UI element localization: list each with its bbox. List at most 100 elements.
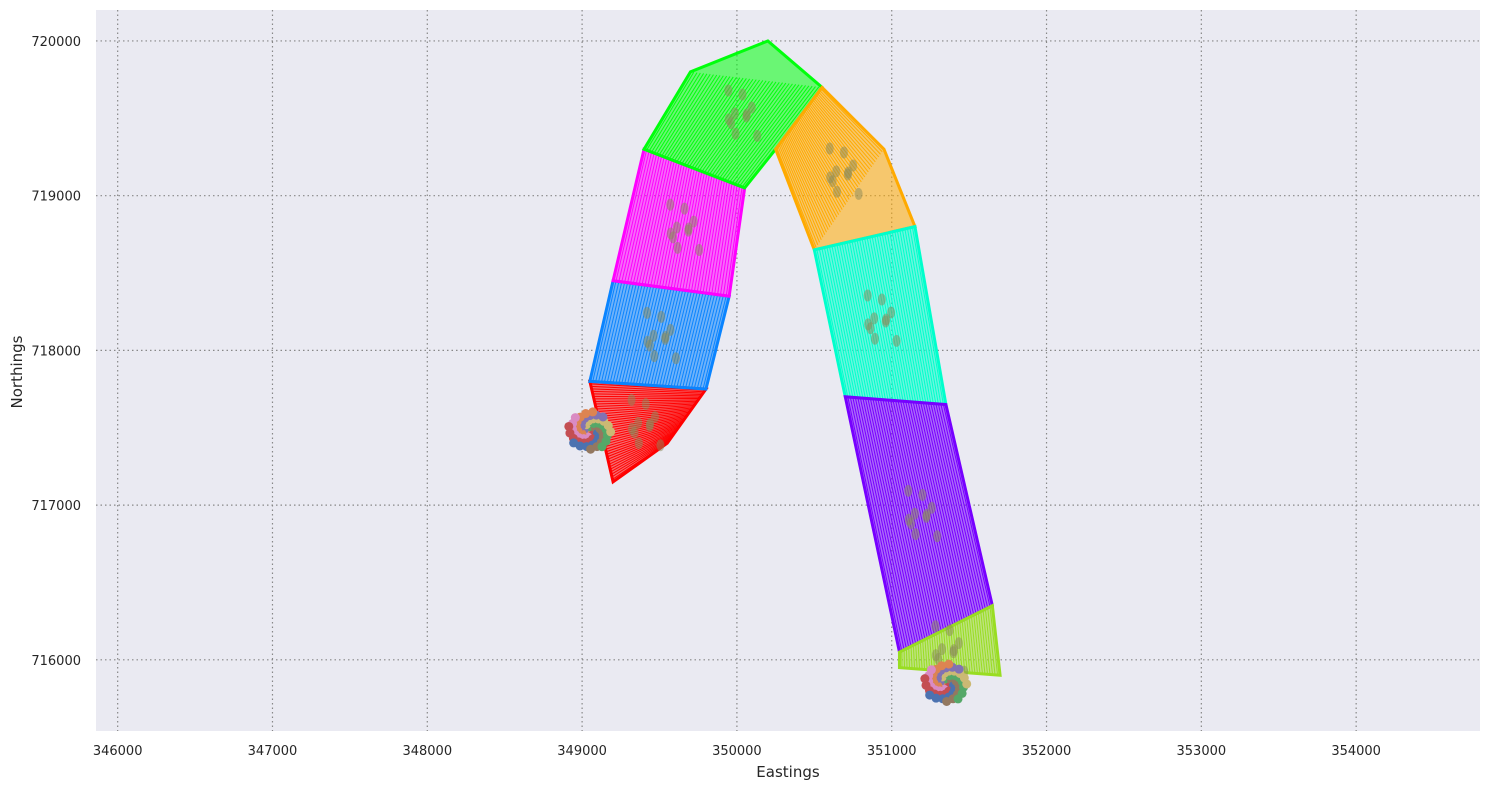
y-tick-label: 716000: [31, 654, 81, 669]
segment-line: [714, 183, 733, 295]
segment-line: [599, 411, 690, 425]
segment-line: [719, 83, 790, 179]
segment-line: [685, 293, 710, 388]
scatter-point: [904, 484, 913, 497]
segment-line: [643, 71, 691, 150]
segment-line: [784, 136, 829, 230]
scatter-point: [689, 215, 698, 228]
segment-line: [641, 158, 670, 285]
segment-line: [632, 155, 663, 284]
segment-line: [819, 90, 881, 155]
segment-line: [676, 76, 734, 163]
segment-line: [792, 125, 841, 213]
segment-line: [854, 397, 910, 648]
segment-line: [653, 73, 705, 154]
scatter-point: [918, 488, 927, 501]
segment-line: [826, 246, 859, 398]
scatter-point: [877, 293, 886, 306]
segment-line: [961, 620, 968, 673]
cluster-point: [564, 421, 574, 431]
scatter-point: [870, 312, 879, 325]
scatter-point: [937, 643, 946, 656]
segment-line: [690, 294, 716, 389]
segment-line: [959, 621, 966, 673]
segment-line: [895, 400, 947, 629]
segment-line: [920, 402, 970, 618]
scatter-point: [954, 637, 963, 650]
segment-line: [911, 227, 944, 405]
segment-line: [629, 154, 660, 284]
scatter-point: [672, 221, 681, 234]
segment-line: [650, 161, 678, 286]
segment-line: [612, 149, 645, 281]
segment-line: [606, 282, 631, 383]
segment-line: [904, 228, 937, 404]
segment-line: [602, 418, 685, 438]
segment-line: [789, 130, 836, 220]
segment-line: [884, 233, 917, 403]
segment-line: [726, 84, 800, 182]
segment-line: [671, 75, 728, 161]
segment-line: [729, 84, 803, 183]
segment-line: [605, 426, 680, 453]
survey-segment: [773, 85, 917, 252]
segment-line: [973, 614, 981, 674]
scatter-point: [731, 127, 740, 140]
segment-line: [818, 91, 880, 158]
segment-line: [601, 415, 687, 433]
segment-line: [914, 226, 947, 405]
survey-segment: [611, 147, 747, 298]
x-tick-label: 353000: [1177, 744, 1227, 759]
scatter-point: [730, 107, 739, 120]
segment-line: [970, 616, 978, 674]
segment-line: [799, 116, 852, 198]
scatter-point: [887, 306, 896, 319]
segment-line: [690, 175, 713, 292]
segment-line: [682, 172, 705, 291]
segment-line: [912, 645, 916, 669]
segment-line: [603, 282, 629, 383]
segment-line: [922, 640, 926, 670]
segment-line: [917, 402, 968, 619]
segment-line: [711, 182, 731, 294]
segment-line: [683, 77, 744, 166]
segment-line: [668, 75, 724, 160]
segment-line: [600, 412, 689, 428]
scatter-point: [832, 165, 841, 178]
segment-line: [930, 403, 979, 613]
segment-line: [989, 606, 999, 676]
segment-line: [881, 234, 914, 403]
cluster-point: [606, 427, 616, 437]
segment-line: [800, 114, 854, 195]
segment-line: [864, 238, 897, 401]
segment-line: [787, 132, 834, 223]
segment-line: [975, 613, 983, 674]
scatter-point: [661, 332, 670, 345]
segment-line: [778, 144, 821, 243]
segment-line: [658, 73, 711, 156]
segment-line: [706, 81, 774, 174]
scatter-point: [863, 289, 872, 302]
scatter-point: [931, 649, 940, 662]
segment-line: [864, 398, 919, 643]
segment-line: [963, 619, 971, 674]
segment-line: [601, 417, 686, 435]
segment-line: [595, 281, 620, 382]
segment-line: [982, 610, 991, 675]
scatter-point: [738, 88, 747, 101]
x-tick-label: 354000: [1331, 744, 1381, 759]
scatter-point: [870, 332, 879, 345]
cluster-point: [925, 690, 935, 700]
segment-line: [592, 281, 617, 382]
segment-line: [859, 397, 914, 646]
segment-line: [703, 80, 770, 173]
scatter-point: [931, 620, 940, 633]
segment-line: [847, 396, 903, 652]
segment-line: [693, 176, 715, 292]
cluster-point: [953, 694, 963, 704]
segment-line: [915, 643, 918, 669]
segment-line: [667, 291, 692, 387]
segment-line: [844, 242, 876, 400]
scatter-point: [627, 393, 636, 406]
